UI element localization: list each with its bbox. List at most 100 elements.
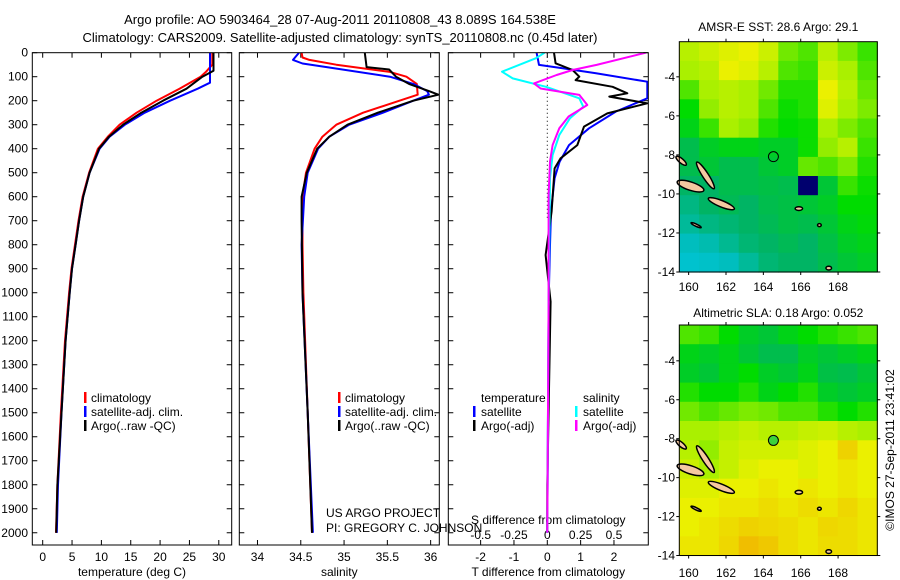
heatmap-cell [718,536,740,557]
heatmap-cell [699,137,720,158]
heatmap-cell [699,118,720,139]
heatmap-cell [758,233,779,254]
x-tick-label: 30 [212,550,226,564]
legend-swatch [84,406,87,417]
profile-panel-0: 0100200300400500600700800900100011001200… [1,46,233,579]
y-tick-label: 1700 [1,454,28,468]
heatmap-cell [778,60,799,81]
series-group [55,52,215,533]
heatmap-cell [679,252,700,273]
heatmap-cell [778,517,799,537]
x-tick-label: 1 [577,550,584,564]
sla-map: Altimetric SLA: 0.18 Argo: 0.052 160 162 16… [658,306,881,580]
heatmap-cell [857,60,878,81]
heatmap-cell [718,214,740,235]
x2-tick-label: 0 [544,528,551,542]
heatmap-cell [778,156,799,177]
heatmap-cell [758,156,779,177]
heatmap-cell [817,536,839,557]
legend-swatch [338,406,341,417]
x-tick-label: -1 [509,550,520,564]
lat-tick-label: -4 [664,354,675,368]
y-tick-label: 0 [21,46,28,60]
heatmap-cell [758,118,779,139]
island-coastline [816,506,823,512]
heatmap-cell [718,382,740,403]
lon-tick-label: 166 [791,566,811,580]
heatmap-cell [817,252,839,273]
legend-swatch [473,420,476,431]
heatmap-cell [699,382,720,403]
y-tick-label: 800 [8,238,28,252]
heatmap-cell [817,325,839,345]
heatmap-cell [738,344,760,364]
lon-tick-label: 168 [828,280,848,294]
heatmap-cell [837,41,859,62]
legend-label: climatology [345,391,405,405]
heatmap-cell [699,517,720,537]
x-tick-label: 10 [95,550,109,564]
heatmap-cell [679,195,700,215]
island-coastline [695,444,716,474]
y-tick-label: 1200 [1,334,28,348]
heatmap-cell [798,363,819,384]
legend-swatch [84,392,87,403]
heatmap-cell [778,440,799,461]
lat-tick-label: -12 [658,226,676,240]
heatmap-cell [718,517,740,537]
heatmap-cell [679,517,700,537]
heatmap-cell [798,60,819,81]
heatmap-cell [798,517,819,537]
heatmap-cell [798,478,819,499]
x-tick-label: 20 [153,550,167,564]
island-coastline [690,221,702,229]
x-tick-label: 15 [124,550,138,564]
heatmap-cell [817,401,839,422]
lat-tick-label: -8 [664,148,675,162]
heatmap-cell [778,536,799,557]
heatmap-cell [718,176,740,196]
heatmap-cell [699,252,720,273]
heatmap-cell [718,99,740,120]
heatmap-cell [738,252,760,273]
heatmap-cell [679,80,700,100]
heatmap-cell [837,118,859,139]
heatmap-cell [837,233,859,254]
heatmap-cell [758,60,779,81]
heatmap-cell [817,382,839,403]
lon-tick-label: 164 [753,280,773,294]
island-coastline [676,179,705,193]
heatmap-cell [778,214,799,235]
heatmap-cell [857,137,878,158]
heatmap-cell [778,363,799,384]
heatmap-cell [718,497,740,518]
heatmap-cell [738,382,760,403]
island-coastline [695,161,716,190]
heatmap-cell [857,214,878,235]
heatmap-cell [837,137,859,158]
lon-tick-label: 160 [679,566,699,580]
y-tick-label: 500 [8,166,28,180]
legend-swatch [575,420,578,431]
series-group [501,52,649,533]
island-coastline [690,505,702,513]
heatmap-cell [817,233,839,254]
heatmap-cell [857,344,878,364]
x2-tick-label: 0.5 [606,528,623,542]
heatmap-cell [758,195,779,215]
x-axis-label: T difference from climatology [471,565,625,579]
heatmap-cell [778,233,799,254]
heatmap-cell [718,60,740,81]
heatmap-cell [718,344,740,364]
heatmap-cell [718,252,740,273]
heatmap-cell [798,195,819,215]
heatmap-cell [857,478,878,499]
heatmap-cell [758,401,779,422]
heatmap-cell [798,137,819,158]
heatmap-cell [837,99,859,120]
legend-swatch [473,406,476,417]
heatmap-cell [817,214,839,235]
island-coastline [825,265,833,271]
